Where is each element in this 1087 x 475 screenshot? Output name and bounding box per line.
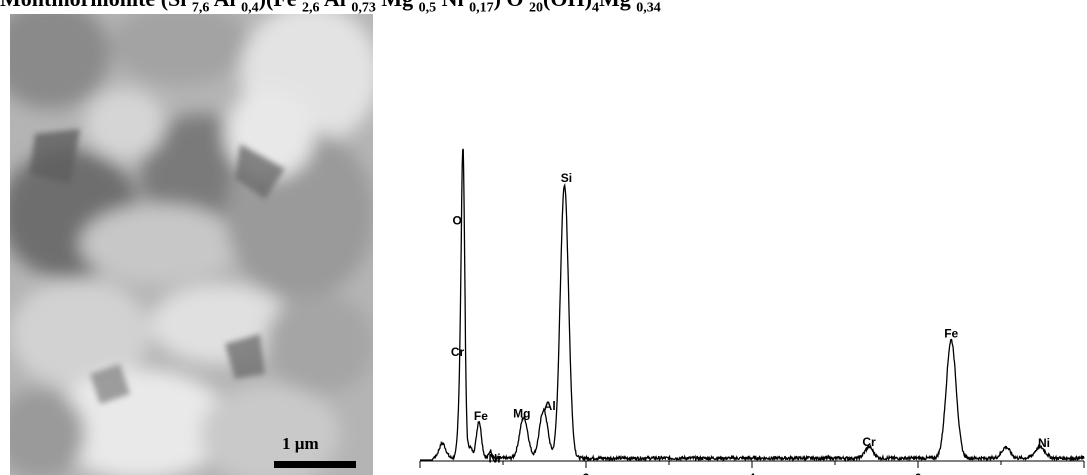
title-text-part: Ni: [436, 0, 469, 11]
peak-label-cr: Cr: [862, 435, 876, 449]
title-text-part: ) O: [494, 0, 529, 11]
title-subscript: 0,5: [418, 0, 437, 16]
x-tick-labels: 2 4 6: [583, 471, 922, 475]
title-text-part: Mg: [376, 0, 419, 11]
title-subscript: 20: [529, 0, 544, 16]
peak-label-fe: Fe: [474, 409, 488, 423]
title-text: Montmorillonite (Si: [0, 0, 192, 11]
title-subscript: 0,17: [469, 0, 494, 16]
peak-label-o: O: [452, 214, 461, 228]
scale-bar: [274, 461, 356, 468]
peak-labels: O Cr Fe Ni Mg Al Si Cr Fe Ni: [451, 171, 1050, 465]
title-text-part: Al: [209, 0, 241, 11]
title-text-part: )(Fe: [259, 0, 302, 11]
peak-label-al: Al: [544, 399, 556, 413]
title-subscript: 7,6: [191, 0, 210, 16]
peak-label-ni: Ni: [1038, 436, 1050, 450]
eds-spectrum: O Cr Fe Ni Mg Al Si Cr Fe Ni 2 4 6: [419, 148, 1085, 475]
scale-bar-label: 1 µm: [282, 434, 319, 453]
micrograph-texture: [10, 14, 373, 475]
title-subscript: 0,34: [636, 0, 661, 16]
x-tick-label: 6: [915, 471, 922, 475]
spectrum-line: [420, 148, 1085, 463]
peak-label-ni: Ni: [489, 452, 501, 466]
x-tick-label: 4: [749, 471, 756, 475]
title-subscript: 4: [591, 0, 599, 16]
peak-label-cr: Cr: [451, 345, 465, 359]
figure-title: Montmorillonite (Si 7,6 Al 0,4)(Fe 2,6 A…: [0, 0, 1087, 16]
tem-micrograph: 1 µm: [10, 14, 373, 475]
title-text-part: (OH): [543, 0, 592, 11]
peak-label-si: Si: [561, 171, 572, 185]
peak-label-mg: Mg: [513, 406, 530, 420]
title-subscript: 0,73: [351, 0, 376, 16]
title-text-part: Al: [320, 0, 352, 11]
peak-label-fe: Fe: [944, 327, 958, 341]
title-subscript: 2,6: [302, 0, 320, 16]
title-text-part: Mg: [599, 0, 636, 11]
title-subscript: 0,4: [241, 0, 259, 16]
spectrum-axis: [419, 460, 1085, 468]
x-tick-label: 2: [583, 471, 590, 475]
